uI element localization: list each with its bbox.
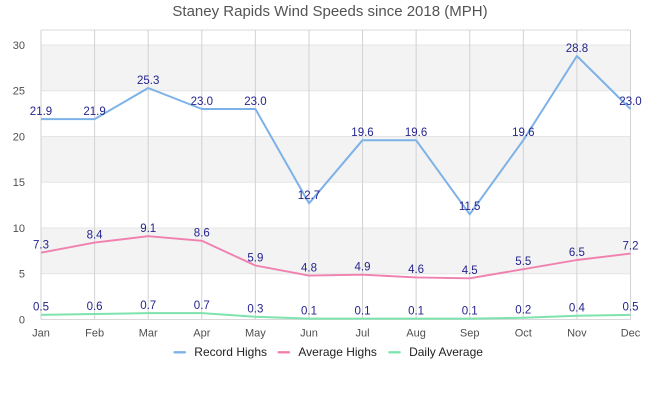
- svg-text:4.9: 4.9: [355, 262, 371, 274]
- svg-text:23.0: 23.0: [191, 96, 213, 108]
- svg-text:Aug: Aug: [406, 328, 426, 340]
- svg-text:Feb: Feb: [85, 328, 104, 340]
- svg-text:0.1: 0.1: [462, 305, 478, 317]
- svg-text:8.6: 8.6: [194, 228, 210, 240]
- svg-text:6.5: 6.5: [569, 247, 585, 259]
- svg-text:Daily Average: Daily Average: [409, 345, 483, 359]
- svg-text:5.9: 5.9: [247, 252, 263, 264]
- svg-text:4.6: 4.6: [408, 264, 424, 276]
- svg-text:9.1: 9.1: [140, 223, 156, 235]
- svg-text:30: 30: [13, 40, 25, 52]
- svg-text:25.3: 25.3: [137, 75, 159, 87]
- svg-text:Sep: Sep: [460, 328, 480, 340]
- svg-text:May: May: [245, 328, 266, 340]
- svg-text:4.5: 4.5: [462, 265, 478, 277]
- svg-text:0.1: 0.1: [301, 305, 317, 317]
- svg-text:23.0: 23.0: [244, 96, 266, 108]
- svg-text:10: 10: [13, 223, 25, 235]
- svg-text:0.1: 0.1: [355, 305, 371, 317]
- svg-text:7.2: 7.2: [623, 240, 639, 252]
- svg-text:0.5: 0.5: [33, 302, 49, 314]
- svg-text:Dec: Dec: [621, 328, 641, 340]
- svg-text:25: 25: [13, 86, 25, 98]
- svg-text:0.7: 0.7: [140, 300, 156, 312]
- svg-text:Jul: Jul: [355, 328, 369, 340]
- svg-text:Mar: Mar: [139, 328, 158, 340]
- svg-text:Record Highs: Record Highs: [194, 345, 267, 359]
- svg-text:Average Highs: Average Highs: [298, 345, 377, 359]
- svg-text:0.2: 0.2: [515, 305, 531, 317]
- svg-text:Jan: Jan: [32, 328, 50, 340]
- svg-text:Apr: Apr: [193, 328, 210, 340]
- svg-text:Oct: Oct: [515, 328, 532, 340]
- svg-text:5.5: 5.5: [515, 256, 531, 268]
- svg-text:Nov: Nov: [567, 328, 587, 340]
- svg-text:0.6: 0.6: [87, 301, 103, 313]
- svg-text:11.5: 11.5: [459, 201, 481, 213]
- svg-text:19.6: 19.6: [405, 127, 427, 139]
- svg-text:28.8: 28.8: [566, 43, 588, 55]
- svg-text:Jun: Jun: [300, 328, 318, 340]
- svg-text:Staney Rapids Wind Speeds sinc: Staney Rapids Wind Speeds since 2018 (MP…: [172, 3, 487, 20]
- svg-text:19.6: 19.6: [351, 127, 373, 139]
- svg-text:19.6: 19.6: [512, 127, 534, 139]
- svg-text:4.8: 4.8: [301, 262, 317, 274]
- svg-text:12.7: 12.7: [298, 190, 320, 202]
- svg-text:0: 0: [19, 314, 25, 326]
- svg-text:0.4: 0.4: [569, 303, 586, 315]
- svg-text:0.1: 0.1: [408, 305, 424, 317]
- svg-text:0.7: 0.7: [194, 300, 210, 312]
- svg-text:8.4: 8.4: [87, 229, 104, 241]
- svg-text:21.9: 21.9: [83, 106, 105, 118]
- svg-text:21.9: 21.9: [30, 106, 52, 118]
- svg-text:15: 15: [13, 177, 25, 189]
- svg-text:23.0: 23.0: [619, 96, 641, 108]
- svg-text:0.3: 0.3: [247, 304, 263, 316]
- svg-text:7.3: 7.3: [33, 240, 49, 252]
- svg-text:20: 20: [13, 131, 25, 143]
- svg-text:0.5: 0.5: [623, 302, 639, 314]
- svg-text:5: 5: [19, 269, 25, 281]
